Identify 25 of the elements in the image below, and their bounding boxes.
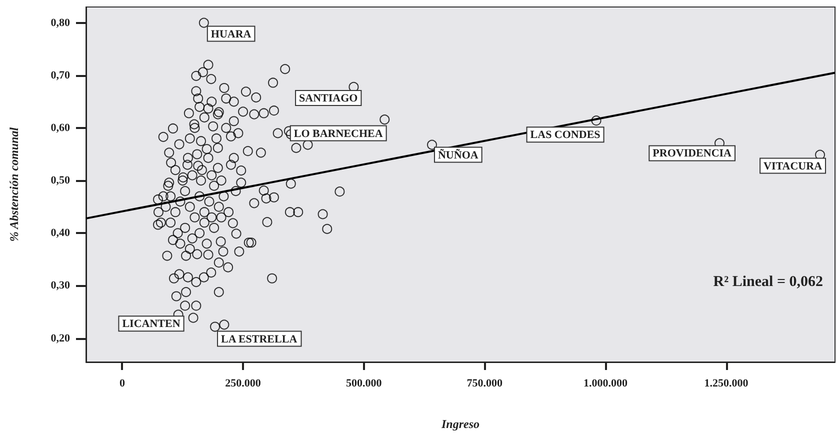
y-axis-title: % Abstención comunal [7, 126, 21, 242]
y-tick-label: 0,50 [50, 174, 70, 187]
x-tick-label: 750.000 [466, 378, 504, 390]
y-tick-label: 0,20 [50, 332, 70, 344]
annotation: LICANTEN [122, 318, 180, 330]
x-tick-label: 500.000 [346, 378, 382, 390]
x-tick-label: 250.000 [225, 378, 262, 390]
y-tick-label: 0,70 [50, 69, 70, 82]
annotation: LAS CONDES [530, 129, 600, 142]
x-tick-label: 1.250.000 [704, 378, 749, 390]
x-tick-label: 1.000.000 [583, 378, 628, 390]
y-tick-label: 0,60 [50, 122, 70, 134]
annotation: LA ESTRELLA [221, 333, 298, 346]
y-tick-label: 0,30 [50, 280, 70, 292]
annotation: HUARA [210, 28, 252, 40]
annotation: SANTIAGO [299, 92, 358, 104]
x-tick-label: 0 [119, 378, 126, 390]
annotation: LO BARNECHEA [294, 128, 383, 140]
annotation: R² Lineal = 0,062 [713, 274, 823, 290]
annotation: ÑUÑOA [438, 148, 478, 162]
y-tick-label: 0,40 [50, 227, 70, 240]
y-tick-label: 0,80 [50, 16, 70, 29]
annotation: VITACURA [764, 160, 822, 172]
annotation: PROVIDENCIA [652, 148, 732, 160]
x-axis-title: Ingreso [440, 417, 480, 431]
